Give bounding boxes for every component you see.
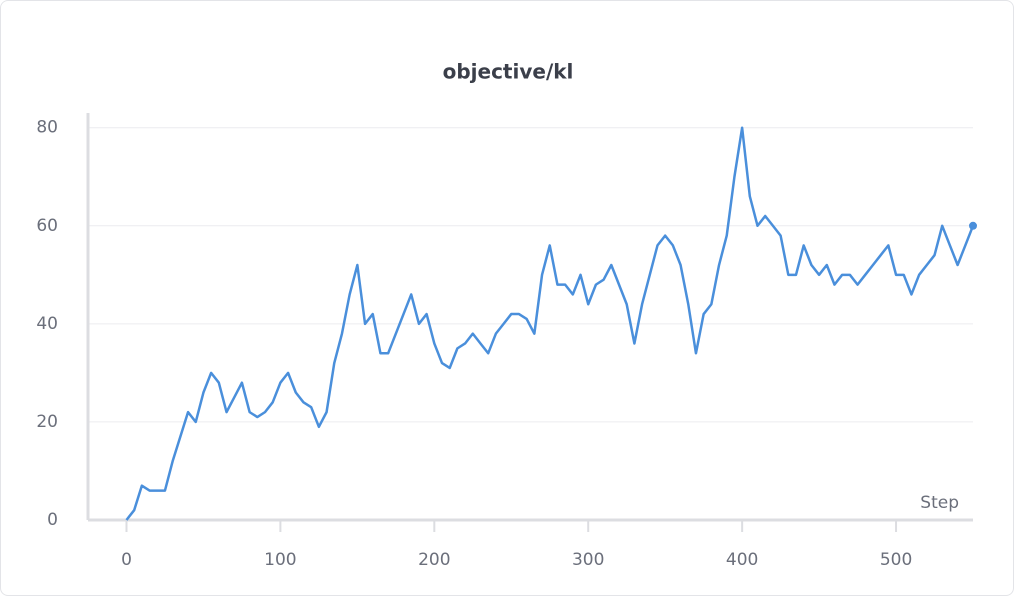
x-tick-label: 0 xyxy=(121,550,132,570)
x-tick-label: 500 xyxy=(880,550,912,570)
x-axis-label: Step xyxy=(920,493,959,513)
x-tick-label: 400 xyxy=(726,550,758,570)
x-tick-label: 100 xyxy=(264,550,296,570)
y-tick-label: 80 xyxy=(36,118,58,138)
x-tick-label: 300 xyxy=(572,550,604,570)
y-tick-label: 20 xyxy=(36,412,58,432)
end-point xyxy=(969,221,977,230)
y-tick-label: 60 xyxy=(36,216,58,236)
x-tick-label: 200 xyxy=(418,550,450,570)
line-series xyxy=(125,126,975,521)
y-tick-label: 0 xyxy=(47,510,58,530)
y-tick-label: 40 xyxy=(36,314,58,334)
chart-title: objective/kl xyxy=(443,60,574,84)
